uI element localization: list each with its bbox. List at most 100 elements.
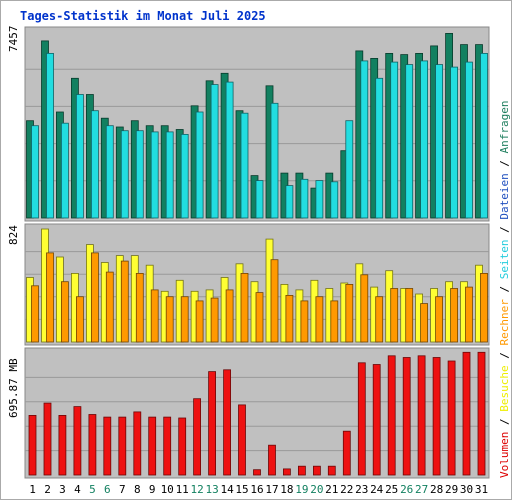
bar-volumen — [88, 414, 97, 476]
bar-seiten — [405, 64, 414, 219]
chart-title: Tages-Statistik im Monat Juli 2025 — [20, 9, 266, 23]
bar-seiten — [270, 102, 279, 219]
bar-rechner — [270, 259, 279, 343]
bar-volumen — [58, 414, 67, 476]
y-max-label-2: 824 — [7, 225, 20, 245]
bar-volumen — [133, 411, 142, 476]
bar-seiten — [450, 66, 459, 219]
x-tick-label: 24 — [370, 483, 384, 496]
bar-seiten — [165, 131, 174, 219]
bar-rechner — [225, 289, 234, 343]
bar-rechner — [420, 303, 429, 343]
x-tick-label: 15 — [235, 483, 248, 496]
bar-volumen — [402, 357, 411, 476]
bar-volumen — [118, 416, 127, 476]
bar-seiten — [420, 60, 429, 219]
bar-rechner — [435, 296, 444, 343]
bar-seiten — [195, 111, 204, 219]
legend-item-anfragen: Anfragen — [498, 100, 511, 153]
x-tick-label: 28 — [430, 483, 443, 496]
legend-separator: / — [498, 279, 511, 299]
bar-volumen — [282, 468, 291, 476]
legend-text: Volumen / Besuche / Rechner / Seiten / D… — [498, 100, 511, 478]
bar-volumen — [342, 430, 351, 476]
legend-item-rechner: Rechner — [498, 299, 511, 346]
bar-seiten — [31, 125, 39, 219]
bar-seiten — [285, 185, 294, 219]
bar-rechner — [180, 296, 189, 343]
bar-volumen — [312, 465, 321, 476]
bar-volumen — [372, 364, 381, 476]
bar-seiten — [435, 64, 444, 219]
bar-rechner — [195, 300, 204, 343]
bar-rechner — [165, 296, 174, 343]
bar-seiten — [120, 130, 129, 219]
bar-rechner — [465, 286, 473, 343]
y-max-label-1: 7457 — [7, 26, 20, 53]
bar-rechner — [61, 281, 69, 343]
bar-seiten — [375, 77, 384, 219]
x-tick-label: 7 — [119, 483, 126, 496]
x-tick-label: 13 — [205, 483, 218, 496]
x-tick-label: 12 — [190, 483, 203, 496]
legend-item-volumen: Volumen — [498, 432, 511, 478]
bar-volumen — [357, 362, 366, 476]
x-axis-labels: 1 2 3 4 5 6 7 8 9 10 11 12 13 14 15 16 17 18 19 20 21 22 23 24 2… — [29, 483, 488, 496]
bar-seiten — [150, 131, 159, 219]
x-tick-label: 8 — [134, 483, 141, 496]
bar-volumen — [417, 355, 426, 476]
visits-panel — [24, 223, 490, 346]
x-tick-label: 6 — [104, 483, 111, 496]
bar-volumen — [148, 416, 157, 476]
bar-seiten — [180, 133, 189, 219]
bar-volumen — [297, 465, 306, 476]
bar-volumen — [178, 417, 187, 476]
bar-volumen — [268, 444, 276, 476]
legend-separator: / — [498, 346, 511, 366]
x-tick-label: 21 — [325, 483, 338, 496]
bar-volumen — [163, 416, 172, 476]
bar-volumen — [43, 402, 52, 476]
x-tick-label: 9 — [149, 483, 156, 496]
bar-volumen — [193, 398, 202, 476]
x-tick-label: 11 — [176, 483, 189, 496]
bar-volumen — [103, 416, 112, 476]
bar-seiten — [240, 112, 249, 219]
bar-rechner — [255, 292, 264, 343]
x-tick-label: 16 — [250, 483, 263, 496]
bar-rechner — [31, 285, 39, 343]
requests-panel — [24, 26, 490, 222]
bar-seiten — [210, 84, 219, 219]
bar-seiten — [480, 53, 488, 219]
x-tick-label: 10 — [161, 483, 174, 496]
legend-volume: Volumen / Besuche / Rechner / Seiten / D… — [498, 100, 511, 478]
legend-separator: / — [498, 153, 511, 173]
bar-rechner — [315, 296, 324, 343]
x-tick-label: 27 — [415, 483, 428, 496]
x-tick-label: 23 — [355, 483, 368, 496]
bar-volumen — [462, 351, 471, 476]
x-tick-label: 31 — [475, 483, 488, 496]
x-tick-label: 4 — [74, 483, 81, 496]
legend-item-seiten: Seiten — [498, 240, 511, 280]
bar-rechner — [480, 272, 488, 343]
bar-rechner — [105, 271, 114, 343]
x-tick-label: 1 — [29, 483, 36, 496]
bar-volumen — [387, 355, 396, 476]
bar-rechner — [330, 300, 339, 343]
bar-seiten — [315, 180, 324, 219]
x-tick-label: 5 — [89, 483, 96, 496]
bar-seiten — [76, 94, 84, 219]
bar-volumen — [432, 357, 441, 476]
legend-item-besuche: Besuche — [498, 365, 511, 411]
x-tick-label: 25 — [385, 483, 398, 496]
bar-seiten — [330, 181, 339, 219]
bar-rechner — [150, 289, 159, 343]
bar-seiten — [61, 122, 69, 219]
x-tick-label: 19 — [295, 483, 308, 496]
bar-seiten — [46, 53, 54, 219]
x-tick-label: 14 — [220, 483, 234, 496]
bar-seiten — [255, 180, 264, 219]
bar-seiten — [105, 125, 114, 219]
